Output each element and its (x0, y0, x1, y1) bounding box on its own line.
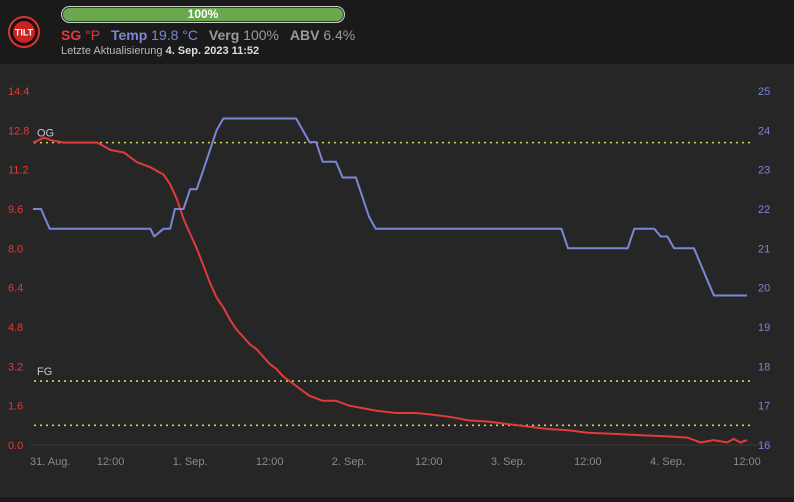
logo-text: TILT (15, 28, 34, 38)
y-right-tick-label: 22 (758, 204, 770, 216)
y-left-tick-label: 4.8 (8, 322, 23, 334)
chart-panel: OG FG 14.4 12.8 11.2 9.6 8.0 6.4 4.8 3.2 1.6 0.0 25… (0, 64, 794, 497)
y-right-tick-label: 25 (758, 86, 770, 98)
x-tick-label: 1. Sep. (173, 456, 208, 468)
x-tick-label: 2. Sep. (332, 456, 367, 468)
x-tick-label: 4. Sep. (650, 456, 685, 468)
y-right-tick-label: 23 (758, 165, 770, 177)
y-right-tick-label: 19 (758, 322, 770, 334)
y-left-tick-label: 14.4 (8, 86, 29, 98)
temp-series-line (33, 117, 747, 297)
y-left-tick-label: 11.2 (8, 165, 29, 177)
y-left-tick-label: 1.6 (8, 401, 23, 413)
sg-unit: °P (85, 27, 101, 43)
verg-label: Verg (208, 27, 240, 43)
x-tick-label: 12:00 (733, 456, 761, 468)
x-tick-label: 12:00 (256, 456, 284, 468)
updated-label: Letzte Aktualisierung (61, 45, 163, 57)
abv-label: ABV (289, 27, 320, 43)
y-left-tick-label: 3.2 (8, 361, 23, 373)
sg-series-line (32, 136, 748, 444)
y-right-tick-label: 16 (758, 440, 770, 452)
y-left-tick-label: 8.0 (8, 243, 23, 255)
temp-value: 19.8 °C (151, 27, 199, 43)
progress-bar: 100% (61, 6, 345, 23)
y-right-tick-label: 21 (758, 243, 770, 255)
header: TILT 100% SG °P Temp 19.8 °C Verg 100% A… (0, 0, 794, 64)
y-left-tick-label: 6.4 (8, 283, 23, 295)
y-right-tick-label: 17 (758, 401, 770, 413)
y-left-tick-label: 0.0 (8, 440, 23, 452)
axes: 14.4 12.8 11.2 9.6 8.0 6.4 4.8 3.2 1.6 0.0 25 24 23 2… (8, 86, 770, 468)
progress-fill (63, 8, 343, 21)
reference-line-label: FG (37, 366, 52, 378)
x-tick-label: 31. Aug. (30, 456, 70, 468)
x-tick-label: 3. Sep. (491, 456, 526, 468)
x-tick-label: 12:00 (574, 456, 602, 468)
verg-value: 100% (243, 27, 279, 43)
abv-value: 6.4% (323, 27, 356, 43)
updated-value: 4. Sep. 2023 11:52 (165, 45, 260, 57)
metrics-row: SG °P Temp 19.8 °C Verg 100% ABV 6.4% (61, 27, 362, 43)
y-left-tick-label: 9.6 (8, 204, 23, 216)
x-tick-label: 12:00 (415, 456, 443, 468)
tilt-logo-icon: TILT (8, 16, 40, 48)
reference-lines: OG FG (34, 128, 752, 427)
x-tick-label: 12:00 (97, 456, 125, 468)
y-right-tick-label: 24 (758, 125, 770, 137)
fermentation-chart: OG FG 14.4 12.8 11.2 9.6 8.0 6.4 4.8 3.2 1.6 0.0 25… (8, 86, 770, 468)
y-right-tick-label: 18 (758, 361, 770, 373)
progress-label: 100% (187, 7, 219, 21)
reference-line-label: OG (37, 128, 54, 140)
last-updated: Letzte Aktualisierung 4. Sep. 2023 11:52 (61, 45, 259, 57)
sg-label: SG (61, 27, 82, 43)
series (32, 117, 748, 444)
y-left-tick-label: 12.8 (8, 125, 29, 137)
y-right-tick-label: 20 (758, 283, 770, 295)
temp-label: Temp (110, 27, 148, 43)
